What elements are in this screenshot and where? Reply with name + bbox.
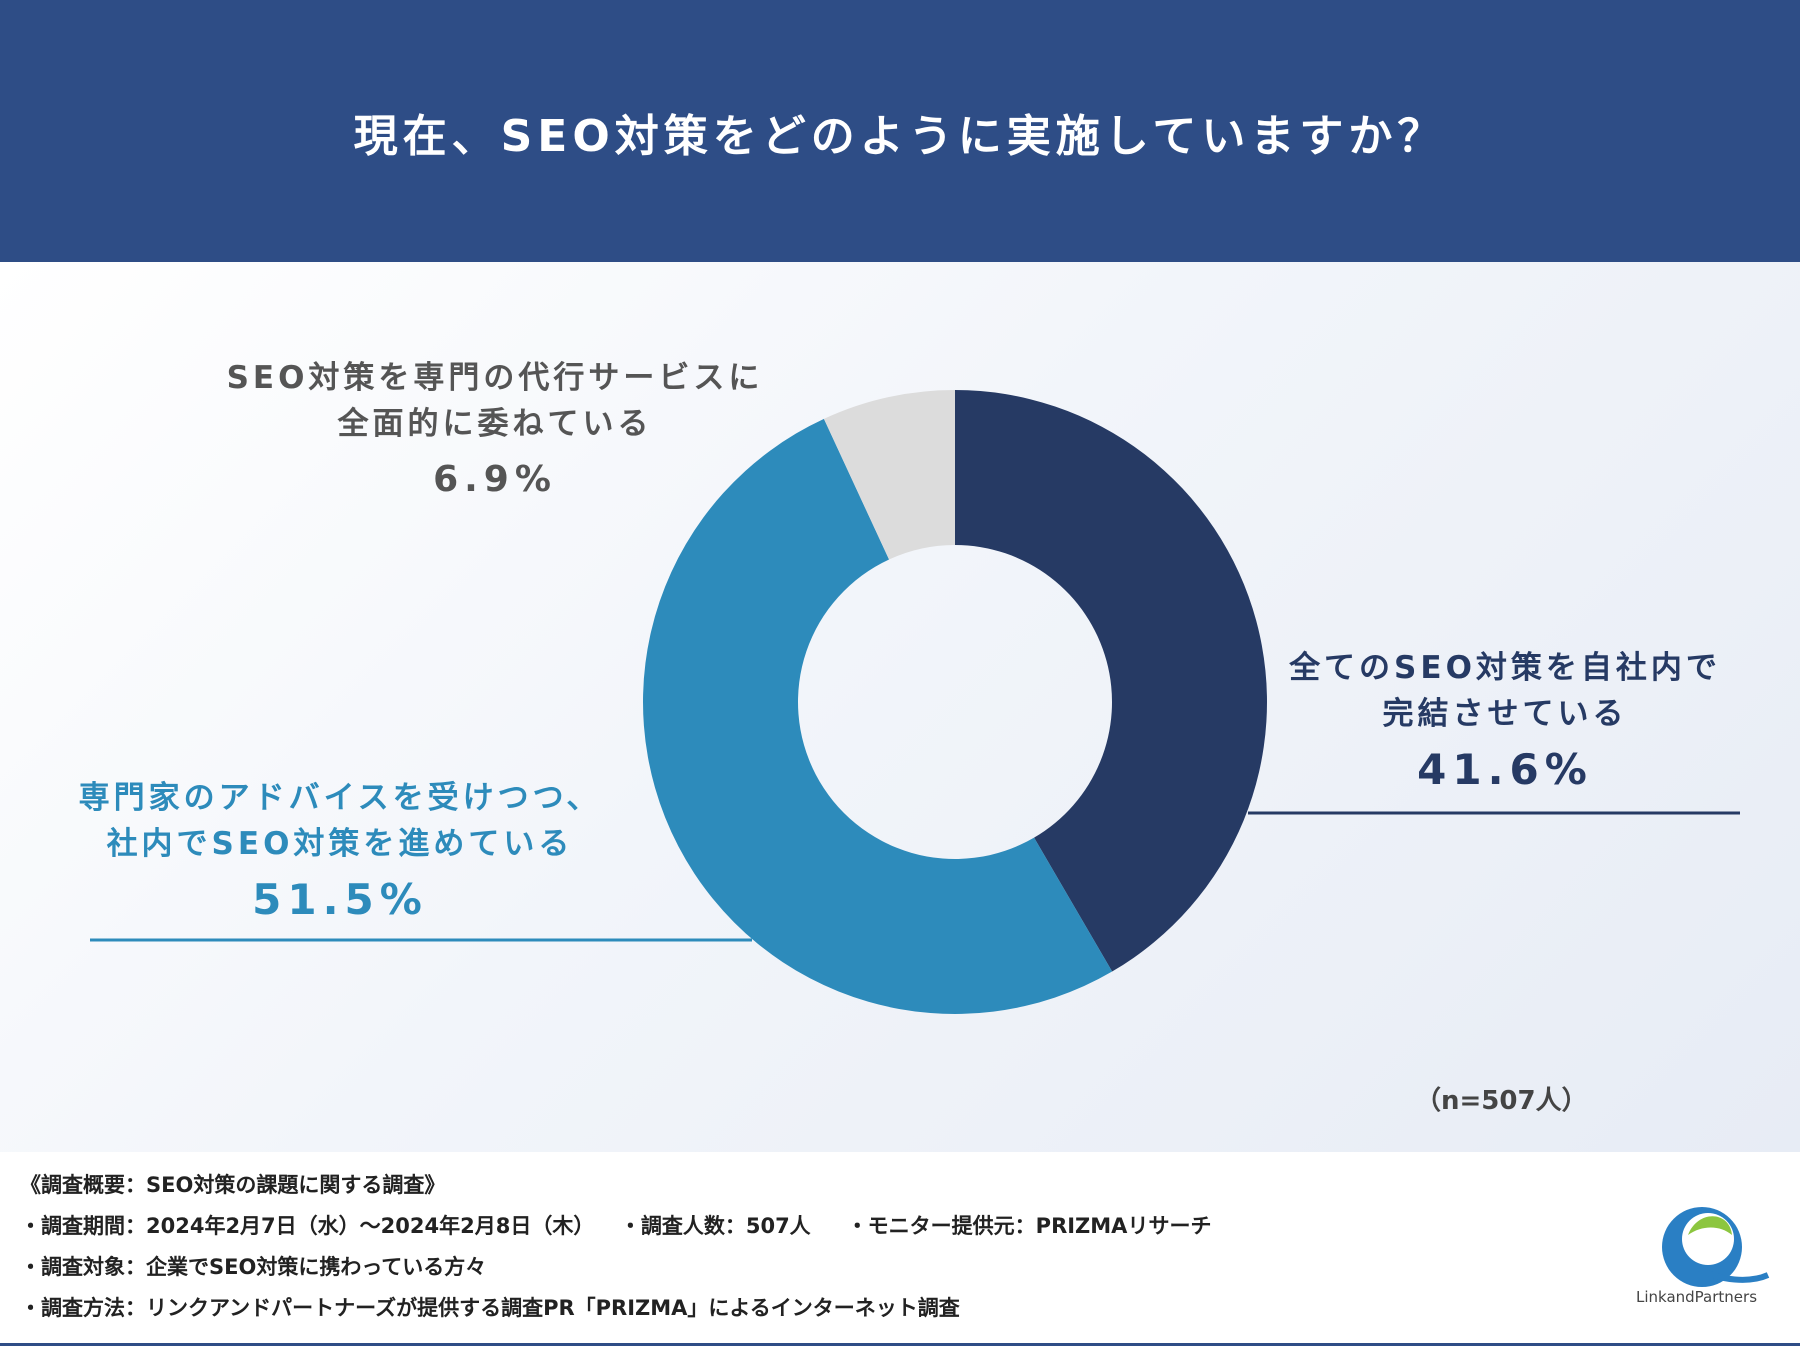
sample-size: （n=507人） xyxy=(1415,1086,1588,1116)
label-outsourced-line2: 全面的に委ねている xyxy=(337,406,653,442)
label-inhouse-pct: 41.6% xyxy=(1417,745,1593,794)
label-outsourced: SEO対策を専門の代行サービスに 全面的に委ねている 6.9% xyxy=(195,355,795,503)
slice-inhouse xyxy=(955,390,1268,972)
notes-count: ・調査人数：507人 xyxy=(619,1214,811,1238)
notes-method: ・調査方法：リンクアンドパートナーズが提供する調査PR「PRIZMA」によるイン… xyxy=(20,1296,960,1320)
logo-text: LinkandPartners xyxy=(1636,1288,1758,1306)
label-inhouse-line1: 全てのSEO対策を自社内で xyxy=(1289,650,1721,686)
footer-rule xyxy=(0,1343,1800,1346)
company-logo xyxy=(1662,1207,1770,1287)
label-advice-line1: 専門家のアドバイスを受けつつ、 xyxy=(78,780,602,816)
label-advice-pct: 51.5% xyxy=(252,875,428,924)
notes-row-period: ・調査期間：2024年2月7日（水）〜2024年2月8日（木） ・調査人数：507… xyxy=(20,1206,1247,1247)
notes-monitor: ・モニター提供元：PRIZMAリサーチ xyxy=(846,1214,1212,1238)
header-banner: 現在、SEO対策をどのように実施していますか？ xyxy=(0,0,1800,262)
notes-overview: 《調査概要：SEO対策の課題に関する調査》 xyxy=(20,1173,446,1197)
slice-advice xyxy=(643,418,1113,1014)
notes-period: ・調査期間：2024年2月7日（水）〜2024年2月8日（木） xyxy=(20,1214,584,1238)
label-advice: 専門家のアドバイスを受けつつ、 社内でSEO対策を進めている 51.5% xyxy=(50,775,630,923)
label-outsourced-line1: SEO対策を専門の代行サービスに xyxy=(226,360,764,396)
label-advice-line2: 社内でSEO対策を進めている xyxy=(106,826,574,862)
slice-outsourced xyxy=(823,390,955,560)
survey-notes: 《調査概要：SEO対策の課題に関する調査》 ・調査期間：2024年2月7日（水）… xyxy=(20,1165,1247,1329)
label-inhouse: 全てのSEO対策を自社内で 完結させている 41.6% xyxy=(1255,645,1755,793)
page-title: 現在、SEO対策をどのように実施していますか？ xyxy=(353,111,1447,162)
label-inhouse-line2: 完結させている xyxy=(1382,696,1628,732)
notes-target: ・調査対象：企業でSEO対策に携わっている方々 xyxy=(20,1255,487,1279)
label-outsourced-pct: 6.9% xyxy=(433,459,557,500)
